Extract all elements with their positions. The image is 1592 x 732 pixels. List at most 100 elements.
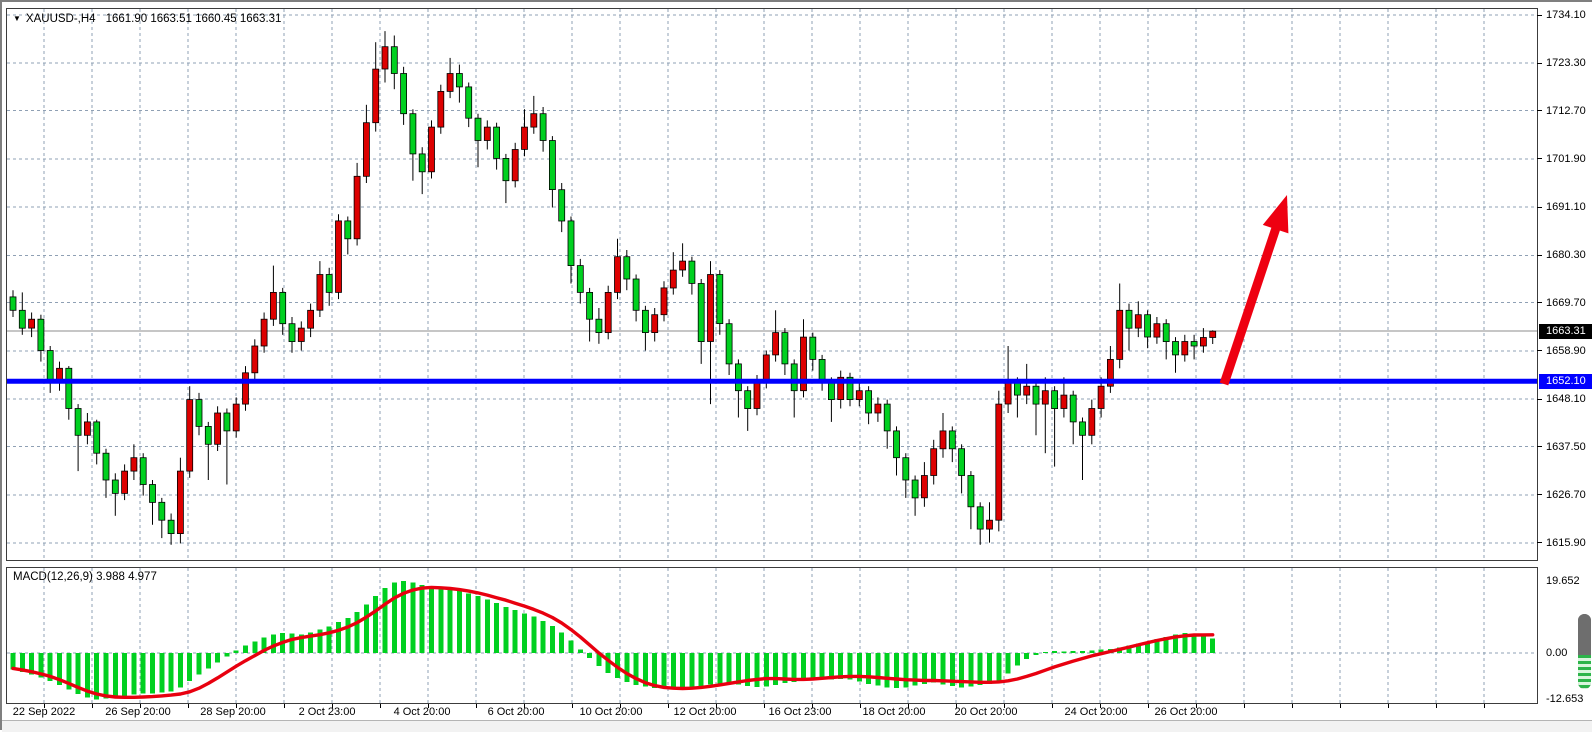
- time-axis-tick: [1340, 704, 1341, 708]
- candle-body: [279, 291, 287, 325]
- candle-body: [455, 73, 463, 88]
- candle-body: [242, 372, 249, 405]
- price-tick-label: 1723.30: [1546, 57, 1586, 69]
- candle-body: [697, 283, 705, 342]
- price-axis-tick: [1537, 15, 1542, 16]
- candle-body: [418, 153, 426, 173]
- candle-body: [111, 479, 119, 494]
- candle-body: [93, 421, 101, 454]
- candle-body: [1069, 394, 1077, 423]
- candle-body: [595, 318, 603, 334]
- candle-body: [707, 274, 714, 342]
- candle-body: [539, 113, 547, 141]
- candle-body: [1060, 394, 1068, 409]
- price-axis-tick: [1537, 302, 1542, 303]
- candle-body: [325, 274, 333, 293]
- scroll-stripes-icon: [1578, 655, 1591, 689]
- time-axis-tick: [188, 704, 189, 708]
- candle-body: [744, 390, 752, 410]
- macd-tick-label: 19.652: [1546, 575, 1580, 587]
- candle-body: [614, 256, 621, 293]
- price-axis-tick: [1537, 158, 1542, 159]
- time-tick-label: 28 Sep 20:00: [200, 706, 266, 718]
- candle-body: [567, 220, 575, 266]
- price-chart-canvas[interactable]: [7, 9, 1537, 560]
- candle-body: [121, 470, 128, 494]
- time-axis-tick: [1436, 704, 1437, 708]
- candle-body: [669, 269, 677, 289]
- candle-body: [1144, 314, 1151, 338]
- time-axis-tick: [428, 704, 429, 708]
- time-axis-tick: [140, 704, 141, 708]
- candle-body: [251, 345, 259, 374]
- candle-body: [1125, 309, 1133, 329]
- candle-body: [74, 408, 82, 436]
- time-axis-tick: [572, 704, 573, 708]
- candle-body: [930, 448, 938, 476]
- candle-body: [167, 519, 175, 535]
- time-axis-tick: [1292, 704, 1293, 708]
- candle-body: [790, 363, 798, 392]
- candle-body: [344, 220, 352, 240]
- time-axis-tick: [956, 704, 957, 708]
- price-axis-tick: [1537, 399, 1542, 400]
- candle-body: [65, 367, 73, 409]
- candle-body: [1097, 385, 1105, 409]
- candle-body: [1041, 390, 1049, 405]
- price-tick-label: 1680.30: [1546, 249, 1586, 261]
- time-tick-label: 26 Oct 20:00: [1154, 706, 1218, 718]
- candle-body: [46, 350, 54, 383]
- candle-body: [521, 126, 528, 150]
- time-axis-tick: [524, 704, 525, 708]
- candle-body: [446, 73, 454, 92]
- candle-body: [576, 265, 584, 293]
- price-chart-panel[interactable]: ▼ XAUUSD-,H4 1661.90 1663.51 1660.45 1663.…: [6, 8, 1538, 561]
- candle-body: [995, 403, 1003, 521]
- price-axis[interactable]: 1663.31 1652.10 1734.10 1723.30 1712.70 170…: [1537, 2, 1592, 720]
- macd-chart-canvas[interactable]: [7, 568, 1537, 703]
- candle-body: [1162, 323, 1170, 343]
- candle-body: [465, 86, 473, 119]
- hline-price-badge: 1652.10: [1539, 374, 1592, 389]
- time-axis[interactable]: 22 Sep 2022 26 Sep 20:00 28 Sep 20:00 2 Oct…: [2, 704, 1592, 720]
- candle-body: [232, 403, 240, 432]
- remote-scroll-indicator[interactable]: [1578, 614, 1591, 689]
- time-axis-tick: [1484, 704, 1485, 708]
- price-tick-label: 1615.90: [1546, 537, 1586, 549]
- time-axis-tick: [1388, 704, 1389, 708]
- candle-body: [874, 403, 882, 414]
- candle-body: [753, 381, 761, 409]
- candle-body: [604, 291, 612, 333]
- time-axis-tick: [236, 704, 237, 708]
- time-axis-tick: [1244, 704, 1245, 708]
- candle-body: [921, 475, 928, 499]
- time-axis-tick: [860, 704, 861, 708]
- candle-body: [195, 399, 203, 427]
- price-tick-label: 1712.70: [1546, 105, 1586, 117]
- chart-dropdown-icon[interactable]: ▼: [13, 14, 21, 23]
- time-tick-label: 4 Oct 20:00: [393, 706, 451, 718]
- price-tick-label: 1637.50: [1546, 441, 1586, 453]
- candle-body: [28, 318, 36, 329]
- price-axis-tick: [1537, 110, 1542, 111]
- time-axis-tick: [1196, 704, 1197, 708]
- price-axis-tick: [1537, 494, 1542, 495]
- macd-indicator-panel[interactable]: MACD(12,26,9) 3.988 4.977: [6, 567, 1538, 704]
- candle-body: [130, 457, 138, 472]
- time-axis-tick: [620, 704, 621, 708]
- candle-body: [846, 376, 854, 400]
- candle-body: [37, 318, 45, 351]
- candle-body: [651, 314, 659, 334]
- price-axis-tick: [1537, 350, 1542, 351]
- candle-body: [260, 318, 268, 347]
- time-axis-tick: [1004, 704, 1005, 708]
- scroll-thumb: [1578, 614, 1591, 656]
- candle-body: [735, 363, 742, 392]
- candle-body: [353, 175, 361, 240]
- candle-body: [400, 73, 408, 115]
- candle-body: [623, 256, 631, 280]
- price-tick-label: 1658.90: [1546, 345, 1586, 357]
- price-tick-label: 1734.10: [1546, 9, 1586, 21]
- candle-body: [372, 68, 380, 124]
